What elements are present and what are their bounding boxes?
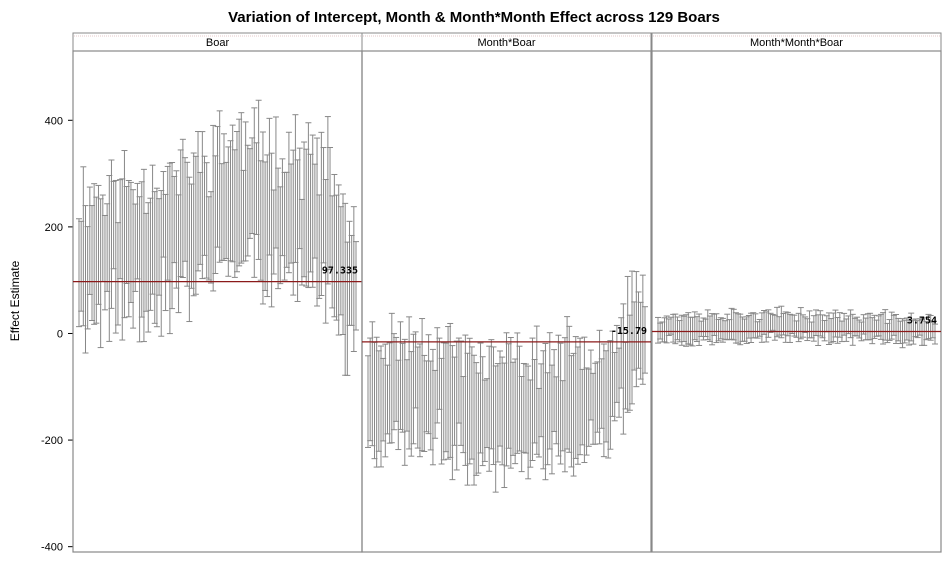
error-bar	[388, 312, 395, 444]
error-bar	[401, 338, 408, 466]
y-tick-label-4: 400	[45, 115, 63, 127]
panel-frame-1	[361, 50, 652, 553]
error-bar	[767, 312, 774, 333]
error-bar	[600, 343, 607, 458]
error-bar	[778, 305, 785, 339]
error-bar	[259, 131, 266, 305]
error-bar	[190, 152, 197, 297]
error-bar	[140, 168, 147, 343]
y-axis: -400 -200 0 200 400	[41, 115, 73, 554]
error-bar	[179, 138, 186, 279]
error-bar	[596, 329, 603, 445]
error-bar	[112, 179, 119, 334]
reference-label-0: 97.335	[322, 266, 358, 277]
panel-label-2: Month*Month*Boar	[750, 37, 843, 49]
panel-2: Month*Month*Boar 3.754	[651, 32, 942, 553]
error-bar	[871, 314, 878, 339]
error-bar	[678, 314, 685, 346]
panel-1: Month*Boar -15.79	[361, 32, 652, 553]
y-tick-label-3: 200	[45, 222, 63, 234]
error-bar	[471, 354, 478, 486]
error-bar	[216, 110, 223, 263]
y-tick-label-1: -200	[41, 435, 63, 447]
error-bar	[581, 336, 588, 464]
error-bar	[429, 348, 436, 466]
panel-0: Boar 97.335	[72, 32, 363, 553]
chart-title: Variation of Intercept, Month & Month*Mo…	[228, 9, 720, 26]
error-bar	[153, 187, 160, 328]
error-bar	[121, 150, 128, 319]
error-bar	[473, 362, 480, 476]
error-bar	[130, 189, 137, 329]
error-bar	[719, 317, 726, 343]
error-bar	[285, 131, 292, 274]
error-bar	[663, 315, 670, 344]
error-bar	[210, 124, 217, 292]
error-bar	[696, 313, 703, 346]
panel-frame-2	[651, 50, 942, 553]
error-bar	[251, 107, 258, 278]
error-bar	[91, 183, 98, 325]
error-bar	[797, 307, 804, 340]
error-bar	[350, 206, 357, 352]
error-bar	[849, 313, 856, 346]
reference-label-2: 3.754	[907, 315, 937, 326]
error-bar	[275, 167, 282, 290]
error-bar	[927, 314, 934, 341]
error-bar	[335, 184, 342, 336]
error-bar	[932, 323, 938, 345]
error-bar	[624, 275, 631, 413]
error-bar	[220, 133, 227, 261]
error-bar	[377, 345, 384, 468]
error-bar	[620, 303, 627, 435]
panels: Boar 97.335 Month*Boar -15.79 Month*Month*Bo…	[72, 32, 942, 553]
error-bar	[466, 337, 473, 465]
y-tick-label-2: 0	[57, 328, 63, 340]
error-bar	[449, 345, 456, 481]
error-bar	[382, 343, 389, 458]
error-bar	[737, 313, 744, 346]
error-bar	[639, 274, 646, 385]
error-bar	[125, 180, 132, 318]
error-bar	[324, 116, 331, 285]
error-bar	[353, 241, 359, 331]
error-bar	[314, 137, 321, 307]
error-bar	[514, 332, 521, 454]
error-bar	[787, 313, 794, 343]
panel-label-1: Month*Boar	[477, 37, 535, 49]
panel-label-0: Boar	[206, 37, 230, 49]
error-bar	[542, 342, 549, 481]
error-bar	[238, 112, 245, 264]
error-bar	[799, 314, 806, 338]
error-bar	[421, 354, 428, 453]
error-bar	[583, 367, 590, 456]
error-bar	[318, 131, 325, 297]
y-axis-label: Effect Estimate	[8, 260, 22, 341]
error-bar	[390, 333, 397, 431]
error-bar	[525, 365, 532, 480]
error-bar	[434, 327, 441, 424]
error-bar	[169, 162, 176, 310]
error-bar	[108, 159, 115, 309]
error-bar	[309, 134, 316, 288]
error-bar	[507, 336, 514, 469]
error-bar	[633, 271, 640, 388]
error-bar	[888, 311, 895, 340]
error-bar	[642, 306, 648, 374]
error-bar	[713, 313, 720, 344]
error-bar	[672, 313, 679, 345]
reference-label-1: -15.79	[611, 326, 647, 337]
error-bar	[479, 356, 486, 467]
error-bar	[529, 337, 536, 461]
error-bar	[577, 337, 584, 456]
error-bar	[503, 332, 510, 467]
error-bar	[76, 218, 82, 328]
error-bar	[186, 176, 193, 323]
error-bar	[557, 342, 564, 465]
y-tick-label-0: -400	[41, 542, 63, 554]
error-bar	[244, 144, 251, 257]
